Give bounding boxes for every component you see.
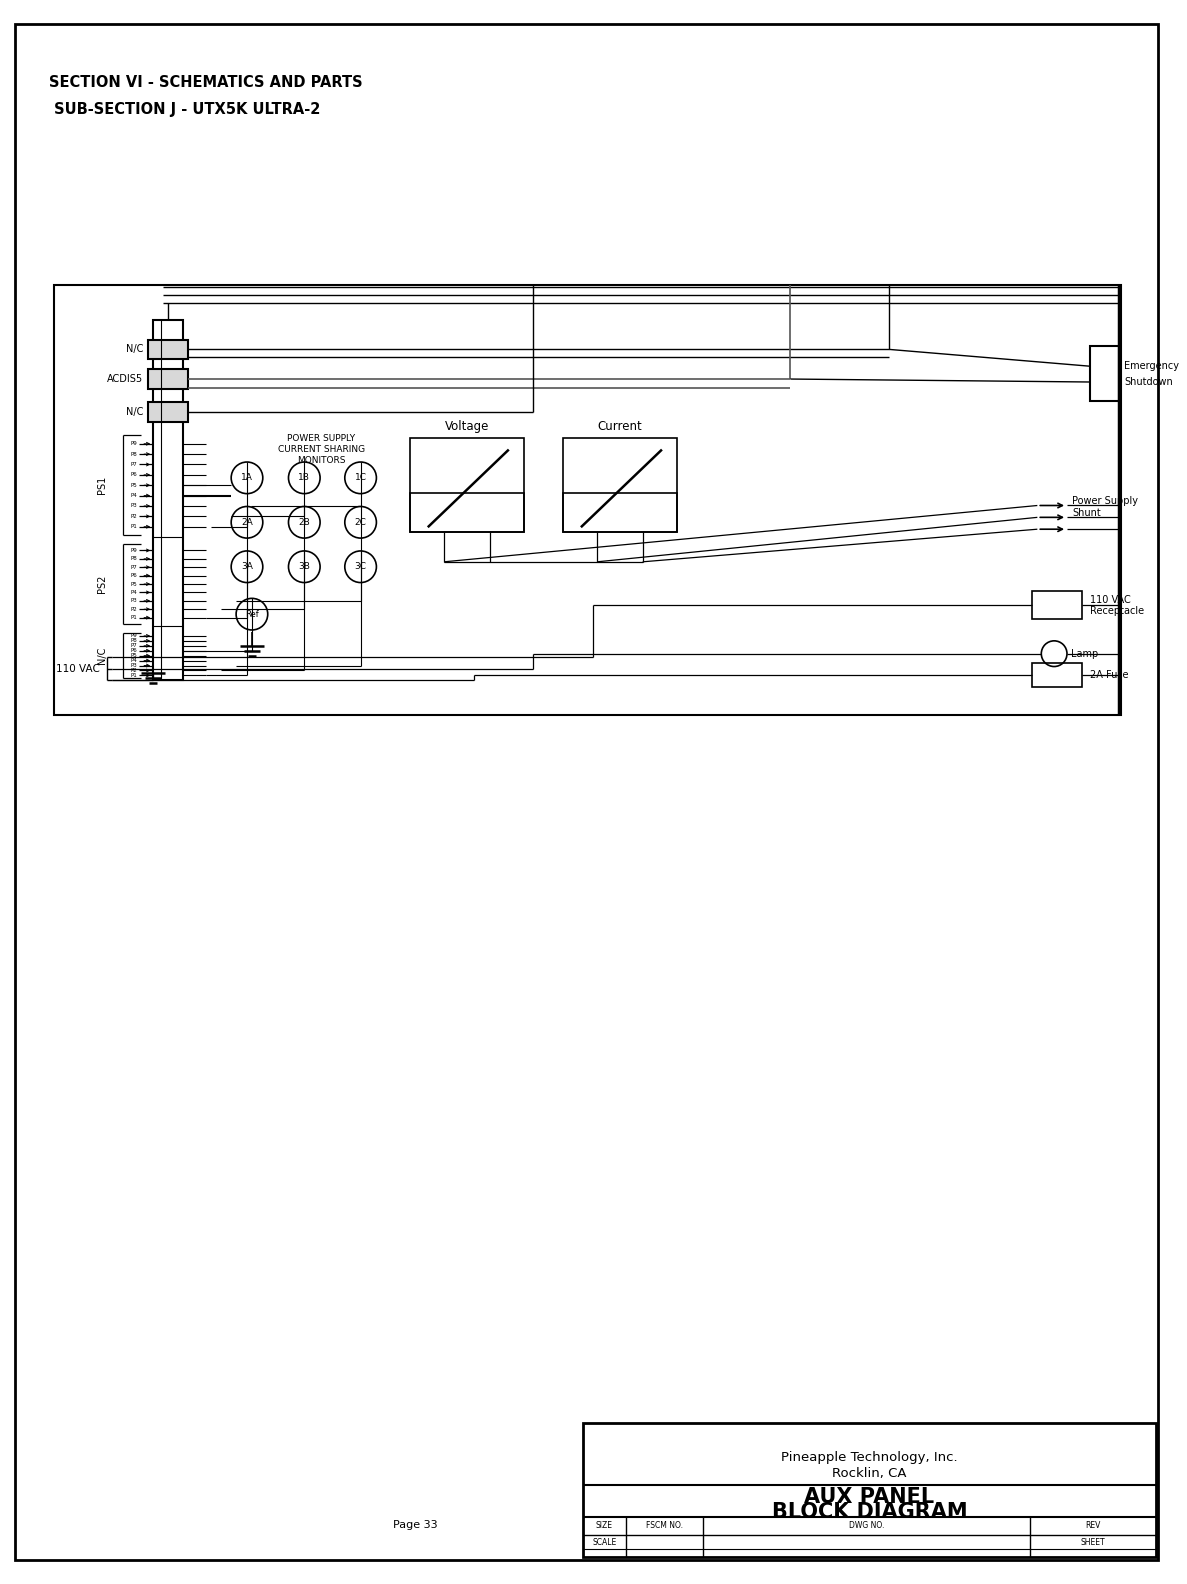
Bar — [148, 339, 188, 360]
Bar — [1090, 347, 1119, 401]
Text: POWER SUPPLY: POWER SUPPLY — [287, 434, 355, 444]
Text: 110 VAC: 110 VAC — [56, 664, 100, 673]
Text: P5: P5 — [131, 581, 138, 586]
Text: 2A Fuse: 2A Fuse — [1090, 670, 1128, 680]
Text: P3: P3 — [131, 504, 138, 508]
Text: P1: P1 — [131, 524, 138, 529]
Text: PS2: PS2 — [97, 575, 107, 594]
Text: N/C: N/C — [97, 646, 107, 664]
Bar — [563, 493, 677, 532]
Text: SECTION VI - SCHEMATICS AND PARTS: SECTION VI - SCHEMATICS AND PARTS — [50, 74, 363, 90]
Text: SHEET: SHEET — [1080, 1538, 1105, 1546]
Text: Rocklin, CA: Rocklin, CA — [832, 1467, 907, 1481]
Text: 3B: 3B — [298, 562, 310, 572]
Bar — [148, 402, 188, 421]
Text: FSCM NO.: FSCM NO. — [646, 1522, 683, 1530]
Text: P7: P7 — [131, 643, 138, 648]
Text: P2: P2 — [131, 513, 138, 520]
Text: N/C: N/C — [126, 407, 144, 417]
Text: 3A: 3A — [241, 562, 253, 572]
Text: SUB-SECTION J - UTX5K ULTRA-2: SUB-SECTION J - UTX5K ULTRA-2 — [50, 101, 320, 117]
Text: P6: P6 — [131, 472, 138, 477]
Text: P1: P1 — [131, 615, 138, 619]
Text: P7: P7 — [131, 565, 138, 570]
Text: SCALE: SCALE — [592, 1538, 616, 1546]
Text: Page 33: Page 33 — [393, 1521, 437, 1530]
Text: 110 VAC: 110 VAC — [1090, 596, 1130, 605]
Text: P8: P8 — [131, 638, 138, 643]
Bar — [583, 1424, 1156, 1557]
Text: P6: P6 — [131, 573, 138, 578]
Text: P4: P4 — [131, 657, 138, 664]
Text: 1C: 1C — [355, 474, 367, 483]
Text: Emergency: Emergency — [1124, 361, 1180, 371]
Text: Current: Current — [597, 420, 642, 432]
Text: Power Supply: Power Supply — [1072, 496, 1138, 505]
Text: Shutdown: Shutdown — [1124, 377, 1173, 386]
Text: P4: P4 — [131, 589, 138, 596]
Text: BLOCK DIAGRAM: BLOCK DIAGRAM — [772, 1502, 967, 1522]
Text: N/C: N/C — [126, 344, 144, 355]
Text: Shunt: Shunt — [1072, 508, 1100, 518]
Text: P4: P4 — [131, 493, 138, 497]
Text: PS1: PS1 — [97, 477, 107, 494]
Text: P1: P1 — [131, 673, 138, 678]
Text: P7: P7 — [131, 463, 138, 467]
Text: P2: P2 — [131, 668, 138, 673]
Bar — [410, 493, 523, 532]
Text: Pineapple Technology, Inc.: Pineapple Technology, Inc. — [781, 1451, 958, 1465]
Text: P3: P3 — [131, 664, 138, 668]
Text: Ref: Ref — [245, 610, 259, 619]
Bar — [1033, 662, 1081, 687]
Text: Voltage: Voltage — [445, 420, 489, 432]
Bar — [563, 439, 677, 532]
Bar — [148, 369, 188, 390]
Text: P8: P8 — [131, 451, 138, 456]
Text: P9: P9 — [131, 634, 138, 638]
Text: MONITORS: MONITORS — [297, 456, 345, 464]
Text: 2C: 2C — [355, 518, 367, 527]
Text: P6: P6 — [131, 648, 138, 653]
Bar — [410, 439, 523, 532]
Text: P5: P5 — [131, 483, 138, 488]
Text: CURRENT SHARING: CURRENT SHARING — [278, 445, 364, 453]
Text: P5: P5 — [131, 653, 138, 659]
Text: SIZE: SIZE — [596, 1522, 612, 1530]
Bar — [153, 320, 183, 681]
Text: DWG NO.: DWG NO. — [849, 1522, 884, 1530]
Text: P8: P8 — [131, 556, 138, 561]
Text: 3C: 3C — [355, 562, 367, 572]
Text: P3: P3 — [131, 599, 138, 604]
Text: 1A: 1A — [241, 474, 253, 483]
Text: Receptacle: Receptacle — [1090, 607, 1144, 616]
Text: P9: P9 — [131, 548, 138, 553]
Text: Lamp: Lamp — [1071, 649, 1098, 659]
Text: 1B: 1B — [298, 474, 310, 483]
Text: 2B: 2B — [298, 518, 310, 527]
Text: P2: P2 — [131, 607, 138, 611]
Bar — [1033, 591, 1081, 619]
Bar — [55, 285, 1122, 714]
Text: 2A: 2A — [241, 518, 253, 527]
Text: AUX PANEL: AUX PANEL — [805, 1487, 934, 1508]
Text: REV: REV — [1085, 1522, 1100, 1530]
Text: ACDIS5: ACDIS5 — [107, 374, 144, 383]
Text: P9: P9 — [131, 442, 138, 447]
